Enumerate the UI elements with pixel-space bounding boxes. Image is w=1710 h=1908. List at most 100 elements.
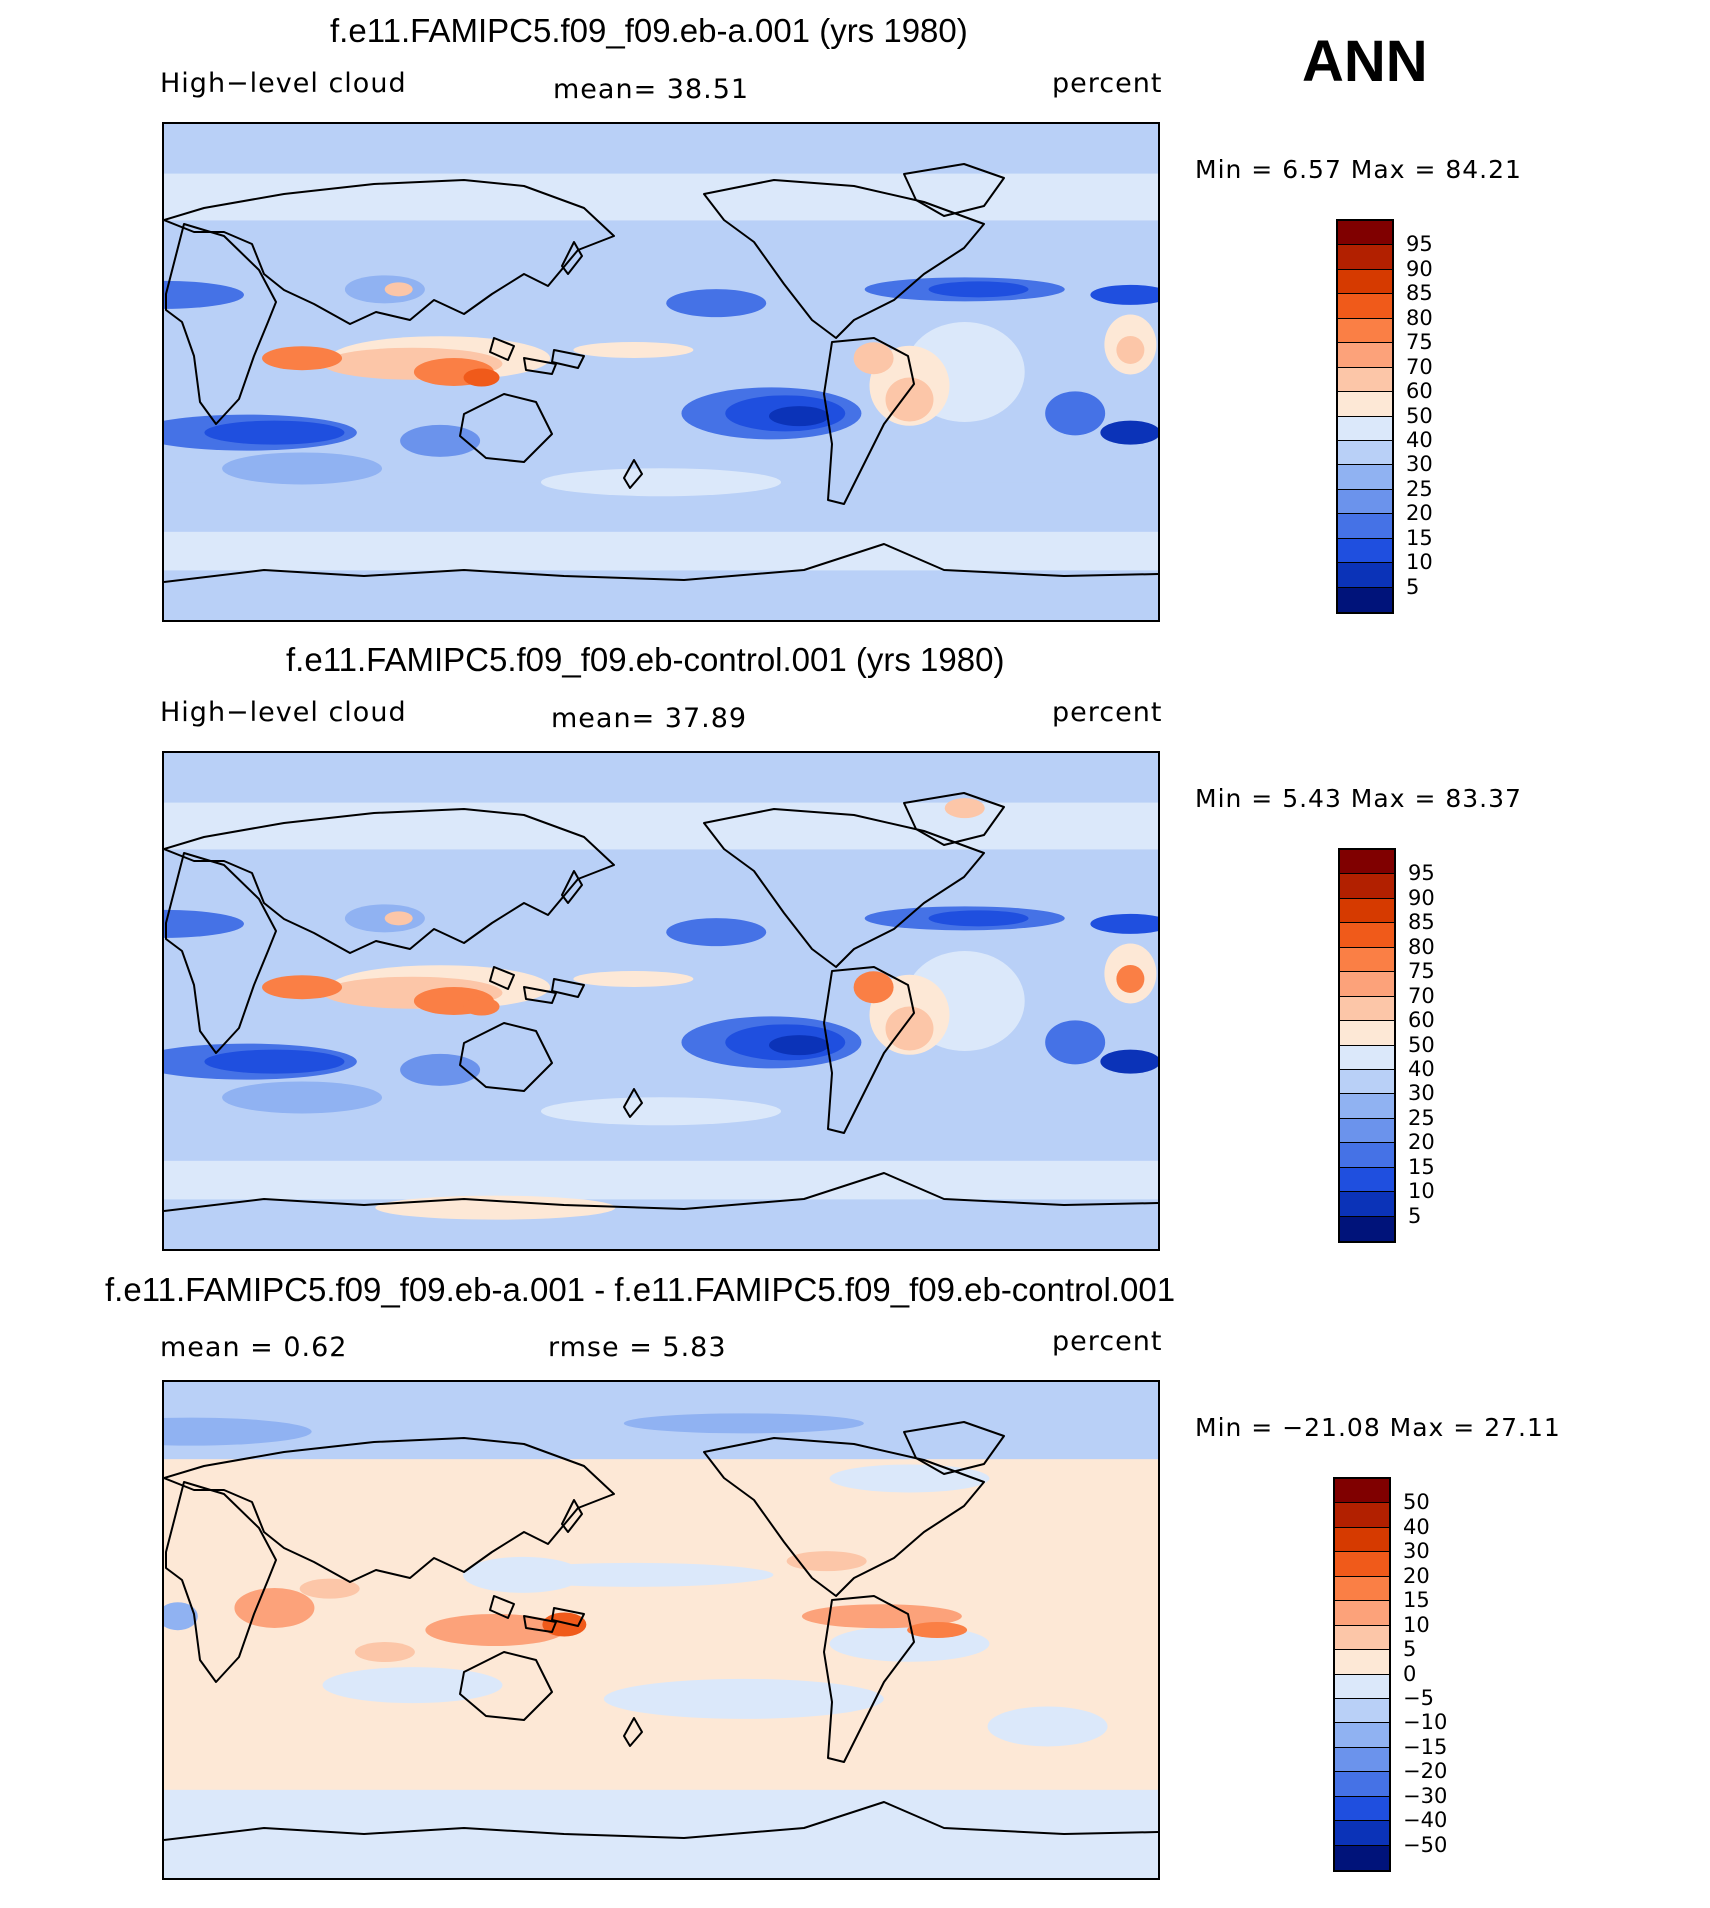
contour-region bbox=[885, 377, 934, 422]
coastline bbox=[623, 1088, 643, 1118]
coastline bbox=[165, 852, 277, 1054]
colorbar-swatch bbox=[1338, 294, 1392, 319]
coastline bbox=[523, 357, 557, 375]
colorbar-tick-label: 20 bbox=[1408, 1130, 1435, 1155]
colorbar-tick-label: 15 bbox=[1403, 1588, 1430, 1613]
coastline bbox=[823, 966, 915, 1134]
contour-band bbox=[164, 531, 1158, 571]
colorbar-swatch bbox=[1335, 1747, 1389, 1773]
colorbar-tick-label: 60 bbox=[1406, 379, 1433, 404]
coastline bbox=[164, 1172, 1158, 1212]
coastline bbox=[551, 1607, 585, 1627]
contour-region bbox=[425, 1614, 566, 1646]
world-map bbox=[162, 1380, 1160, 1880]
contour-region bbox=[573, 970, 694, 987]
contour-region bbox=[384, 911, 413, 926]
coastline bbox=[551, 978, 585, 998]
colorbar-swatch bbox=[1335, 1698, 1389, 1724]
colorbar-swatch bbox=[1338, 392, 1392, 417]
colorbar-tick-label: 20 bbox=[1403, 1563, 1430, 1588]
coastline bbox=[165, 1481, 277, 1683]
contour-region bbox=[204, 420, 345, 445]
colorbar-tick-label: 75 bbox=[1406, 330, 1433, 355]
colorbar-swatch bbox=[1335, 1821, 1389, 1846]
coastline bbox=[459, 1022, 553, 1092]
contour-region bbox=[262, 975, 343, 1000]
contour-region bbox=[400, 424, 481, 457]
world-map bbox=[162, 751, 1160, 1251]
coastline bbox=[561, 870, 583, 904]
mean-label: mean= 37.89 bbox=[551, 703, 748, 734]
contour-region bbox=[928, 281, 1029, 298]
contour-region bbox=[666, 918, 767, 947]
coastline bbox=[164, 1437, 615, 1583]
colorbar-swatch bbox=[1338, 245, 1392, 270]
contour-region bbox=[299, 1578, 360, 1599]
colorbar-swatch bbox=[1338, 221, 1392, 246]
contour-region bbox=[853, 971, 894, 1004]
colorbar-tick-label: 40 bbox=[1406, 427, 1433, 452]
coastline bbox=[903, 163, 1005, 217]
coastline bbox=[523, 1615, 557, 1633]
colorbar-swatch bbox=[1338, 416, 1392, 441]
colorbar-swatch bbox=[1335, 1552, 1389, 1577]
colorbar-tick-label: 10 bbox=[1403, 1612, 1430, 1637]
coastline bbox=[903, 1421, 1005, 1475]
coastline bbox=[523, 986, 557, 1004]
contour-region bbox=[944, 798, 985, 819]
contour-region bbox=[384, 282, 413, 297]
contour-region bbox=[164, 280, 244, 309]
colorbar-swatch bbox=[1340, 898, 1394, 924]
colorbar-swatch bbox=[1335, 1527, 1389, 1553]
contour-band bbox=[164, 173, 1158, 221]
colorbar-swatch bbox=[1335, 1772, 1389, 1797]
world-map bbox=[162, 122, 1160, 622]
coastline bbox=[903, 792, 1005, 846]
colorbar-swatch bbox=[1338, 440, 1392, 466]
contour-band bbox=[164, 1160, 1158, 1200]
colorbar-swatch bbox=[1338, 563, 1392, 588]
colorbar-tick-label: 80 bbox=[1408, 934, 1435, 959]
contour-region bbox=[1045, 1020, 1106, 1065]
colorbar-tick-label: 60 bbox=[1408, 1008, 1435, 1033]
colorbar-swatch bbox=[1340, 1143, 1394, 1168]
contour-region bbox=[222, 1081, 383, 1114]
coastline bbox=[164, 1801, 1158, 1841]
units-label: percent bbox=[1052, 697, 1163, 728]
coastline bbox=[164, 808, 615, 954]
panel-title: f.e11.FAMIPC5.f09_f09.eb-a.001 (yrs 1980… bbox=[330, 12, 968, 49]
contour-region bbox=[573, 341, 694, 358]
panel-title: f.e11.FAMIPC5.f09_f09.eb-control.001 (yr… bbox=[286, 641, 1005, 678]
contour-region bbox=[928, 910, 1029, 927]
colorbar-tick-label: 10 bbox=[1406, 550, 1433, 575]
contour-region bbox=[786, 1551, 867, 1572]
colorbar-swatch bbox=[1340, 923, 1394, 948]
contour-region bbox=[262, 346, 343, 371]
colorbar-swatch bbox=[1338, 514, 1392, 539]
colorbar-swatch bbox=[1335, 1625, 1389, 1651]
contour-region bbox=[666, 289, 767, 318]
colorbar bbox=[1336, 219, 1394, 614]
contour-region bbox=[829, 1464, 990, 1493]
contour-region bbox=[853, 342, 894, 375]
contour-region bbox=[541, 1097, 781, 1126]
contour-region bbox=[1090, 913, 1158, 934]
min-max-label: Min = −21.08 Max = 27.11 bbox=[1195, 1413, 1561, 1442]
colorbar-tick-label: 90 bbox=[1406, 256, 1433, 281]
contour-region bbox=[1100, 420, 1158, 445]
colorbar-tick-label: −10 bbox=[1403, 1710, 1448, 1735]
contour-region bbox=[204, 1049, 345, 1074]
coastline bbox=[703, 179, 985, 339]
contour-region bbox=[623, 1413, 864, 1434]
colorbar-swatch bbox=[1340, 1118, 1394, 1144]
colorbar-tick-label: 5 bbox=[1403, 1637, 1417, 1662]
colorbar-swatch bbox=[1340, 850, 1394, 875]
colorbar-swatch bbox=[1338, 318, 1392, 344]
coastline bbox=[703, 1437, 985, 1597]
coastline bbox=[703, 808, 985, 968]
colorbar-tick-label: 95 bbox=[1408, 861, 1435, 886]
contour-region bbox=[1116, 964, 1145, 993]
field-contours bbox=[164, 753, 1158, 1249]
colorbar-tick-label: 30 bbox=[1408, 1081, 1435, 1106]
colorbar-tick-label: 85 bbox=[1406, 281, 1433, 306]
